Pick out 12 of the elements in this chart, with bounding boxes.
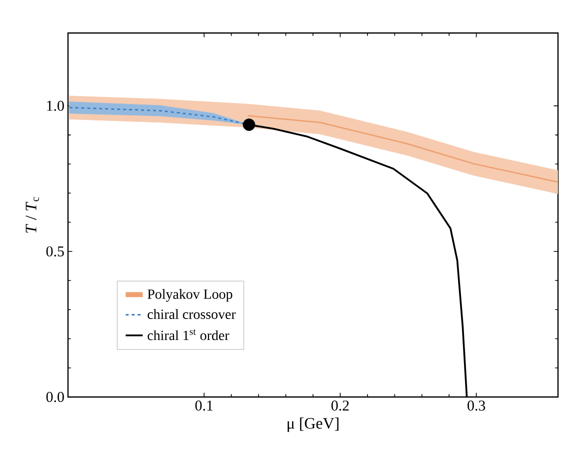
legend-label: chiral 1$^{st}$ order [148,329,230,340]
x-tick-label: 0.3 [468,400,486,411]
x-tick-label: 0.2 [331,400,349,411]
legend-label: Polyakov Loop [148,289,232,302]
legend-label: chiral crossover [148,309,236,319]
y-tick-label: 1.0 [47,100,64,111]
x-axis-title: μ [GeV] [288,418,338,432]
y-tick-label: 0.5 [46,246,64,256]
x-tick-label: 0.1 [195,400,213,411]
y-tick-label: 0.0 [46,392,64,402]
line-series [246,114,558,183]
y-axis-title: T / T$_{c}$ [26,197,39,233]
